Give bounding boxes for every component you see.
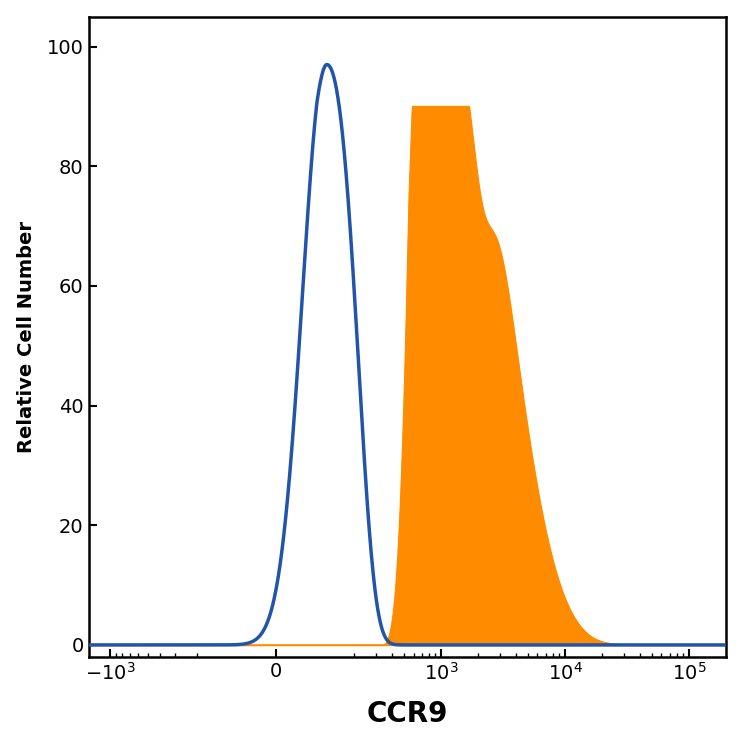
Y-axis label: Relative Cell Number: Relative Cell Number xyxy=(16,221,36,453)
X-axis label: CCR9: CCR9 xyxy=(367,700,448,729)
